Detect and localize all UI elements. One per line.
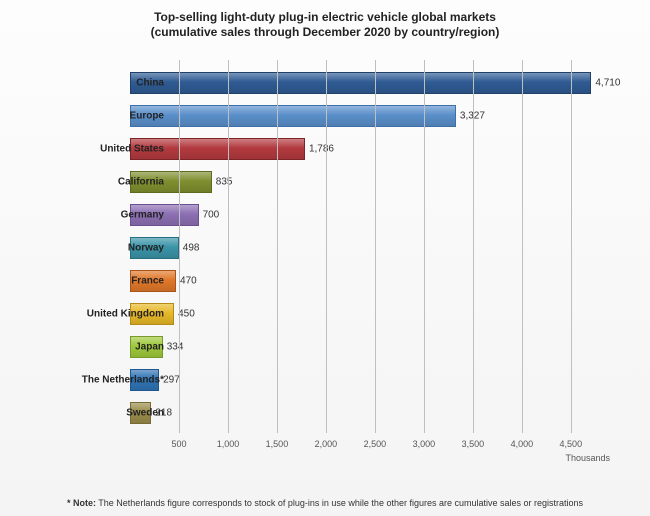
y-category-label: Europe <box>130 111 164 122</box>
gridline <box>473 60 474 433</box>
gridline <box>228 60 229 433</box>
y-category-label: Norway <box>128 243 164 254</box>
bar-row: 498 <box>130 237 610 259</box>
bar-row: 470 <box>130 270 610 292</box>
footnote-prefix: * Note: <box>67 498 96 508</box>
gridline <box>375 60 376 433</box>
x-tick-label: 3,500 <box>462 439 485 449</box>
gridline <box>179 60 180 433</box>
chart-title-line2: (cumulative sales through December 2020 … <box>151 25 500 39</box>
x-tick-label: 1,000 <box>217 439 240 449</box>
bar-row: 218 <box>130 402 610 424</box>
gridline <box>326 60 327 433</box>
bar-value-label: 1,786 <box>304 144 334 155</box>
x-tick-label: 3,000 <box>413 439 436 449</box>
y-category-label: California <box>118 177 164 188</box>
bar-row: 1,786 <box>130 138 610 160</box>
bar-value-label: 3,327 <box>455 111 485 122</box>
gridline <box>522 60 523 433</box>
chart-footnote: * Note: The Netherlands figure correspon… <box>0 498 650 508</box>
y-category-label: United Kingdom <box>87 309 164 320</box>
bars-area: 4,710 3,327 1,786 835 700 498 470 450 334 297 218 <box>130 66 610 433</box>
bar-row: 297 <box>130 369 610 391</box>
plot-area: 4,7103,3271,786835700498470450334297218 … <box>130 60 610 455</box>
gridline <box>424 60 425 433</box>
bar-value-label: 498 <box>178 243 200 254</box>
y-category-label: China <box>136 78 164 89</box>
y-category-label: The Netherlands* <box>82 375 164 386</box>
x-tick-label: 2,500 <box>364 439 387 449</box>
x-axis-title: Thousands <box>565 453 610 463</box>
gridline <box>277 60 278 433</box>
x-tick-label: 1,500 <box>266 439 289 449</box>
bar-value-label: 700 <box>198 210 220 221</box>
y-category-label: Japan <box>135 342 164 353</box>
footnote-text: The Netherlands figure corresponds to st… <box>96 498 583 508</box>
chart-container: Top-selling light-duty plug-in electric … <box>0 0 650 516</box>
bar-row: 450 <box>130 303 610 325</box>
chart-title-line1: Top-selling light-duty plug-in electric … <box>154 10 496 24</box>
bar-row: 835 <box>130 171 610 193</box>
bar-row: 334 <box>130 336 610 358</box>
bar-value-label: 334 <box>162 342 184 353</box>
bar-value-label: 450 <box>173 309 195 320</box>
bar-row: 3,327 <box>130 105 610 127</box>
y-category-label: United States <box>100 144 164 155</box>
x-tick-label: 4,000 <box>511 439 534 449</box>
bar-value-label: 835 <box>211 177 233 188</box>
y-category-label: France <box>131 276 164 287</box>
y-category-label: Germany <box>121 210 164 221</box>
x-tick-label: 4,500 <box>560 439 583 449</box>
y-category-label: Sweden <box>126 408 164 419</box>
bar-row: 700 <box>130 204 610 226</box>
x-tick-label: 500 <box>171 439 186 449</box>
gridline <box>571 60 572 433</box>
bar-row: 4,710 <box>130 72 610 94</box>
bar-value-label: 4,710 <box>590 78 620 89</box>
chart-title: Top-selling light-duty plug-in electric … <box>0 10 650 40</box>
x-tick-label: 2,000 <box>315 439 338 449</box>
